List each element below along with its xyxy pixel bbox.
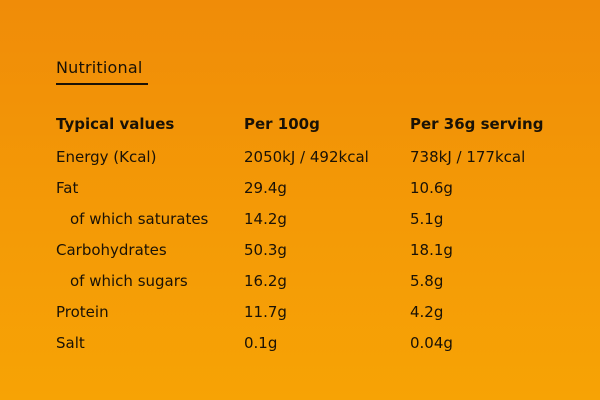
fat-per-100g: 29.4g xyxy=(244,178,287,197)
sugars-per-serving: 5.8g xyxy=(410,271,444,290)
active-tab-underline xyxy=(56,83,148,85)
salt-per-100g: 0.1g xyxy=(244,333,278,352)
nutrition-table: Typical values Per 100g Per 36g serving … xyxy=(56,115,560,358)
header-per-100g: Per 100g xyxy=(244,115,320,133)
energy-per-serving: 738kJ / 177kcal xyxy=(410,147,526,166)
table-row: Salt 0.1g 0.04g xyxy=(56,327,560,358)
fat-per-serving: 10.6g xyxy=(410,178,453,197)
table-row: of which sugars 16.2g 5.8g xyxy=(56,265,560,296)
row-label-saturates: of which saturates xyxy=(70,209,209,228)
nutritional-tab-label: Nutritional xyxy=(56,58,143,77)
salt-per-serving: 0.04g xyxy=(410,333,453,352)
header-typical-values: Typical values xyxy=(56,115,175,133)
carbohydrates-per-100g: 50.3g xyxy=(244,240,287,259)
saturates-per-serving: 5.1g xyxy=(410,209,444,228)
header-per-serving: Per 36g serving xyxy=(410,115,544,133)
saturates-per-100g: 14.2g xyxy=(244,209,287,228)
table-row: Carbohydrates 50.3g 18.1g xyxy=(56,234,560,265)
table-row: of which saturates 14.2g 5.1g xyxy=(56,203,560,234)
table-row: Protein 11.7g 4.2g xyxy=(56,296,560,327)
row-label-energy: Energy (Kcal) xyxy=(56,147,157,166)
row-label-salt: Salt xyxy=(56,333,85,352)
table-row: Fat 29.4g 10.6g xyxy=(56,172,560,203)
sugars-per-100g: 16.2g xyxy=(244,271,287,290)
row-label-protein: Protein xyxy=(56,302,109,321)
protein-per-serving: 4.2g xyxy=(410,302,444,321)
table-row: Energy (Kcal) 2050kJ / 492kcal 738kJ / 1… xyxy=(56,141,560,172)
protein-per-100g: 11.7g xyxy=(244,302,287,321)
row-label-fat: Fat xyxy=(56,178,79,197)
row-label-carbohydrates: Carbohydrates xyxy=(56,240,167,259)
carbohydrates-per-serving: 18.1g xyxy=(410,240,453,259)
table-header-row: Typical values Per 100g Per 36g serving xyxy=(56,115,560,141)
row-label-sugars: of which sugars xyxy=(70,271,188,290)
energy-per-100g: 2050kJ / 492kcal xyxy=(244,147,369,166)
nutritional-tab[interactable]: Nutritional xyxy=(56,58,148,85)
